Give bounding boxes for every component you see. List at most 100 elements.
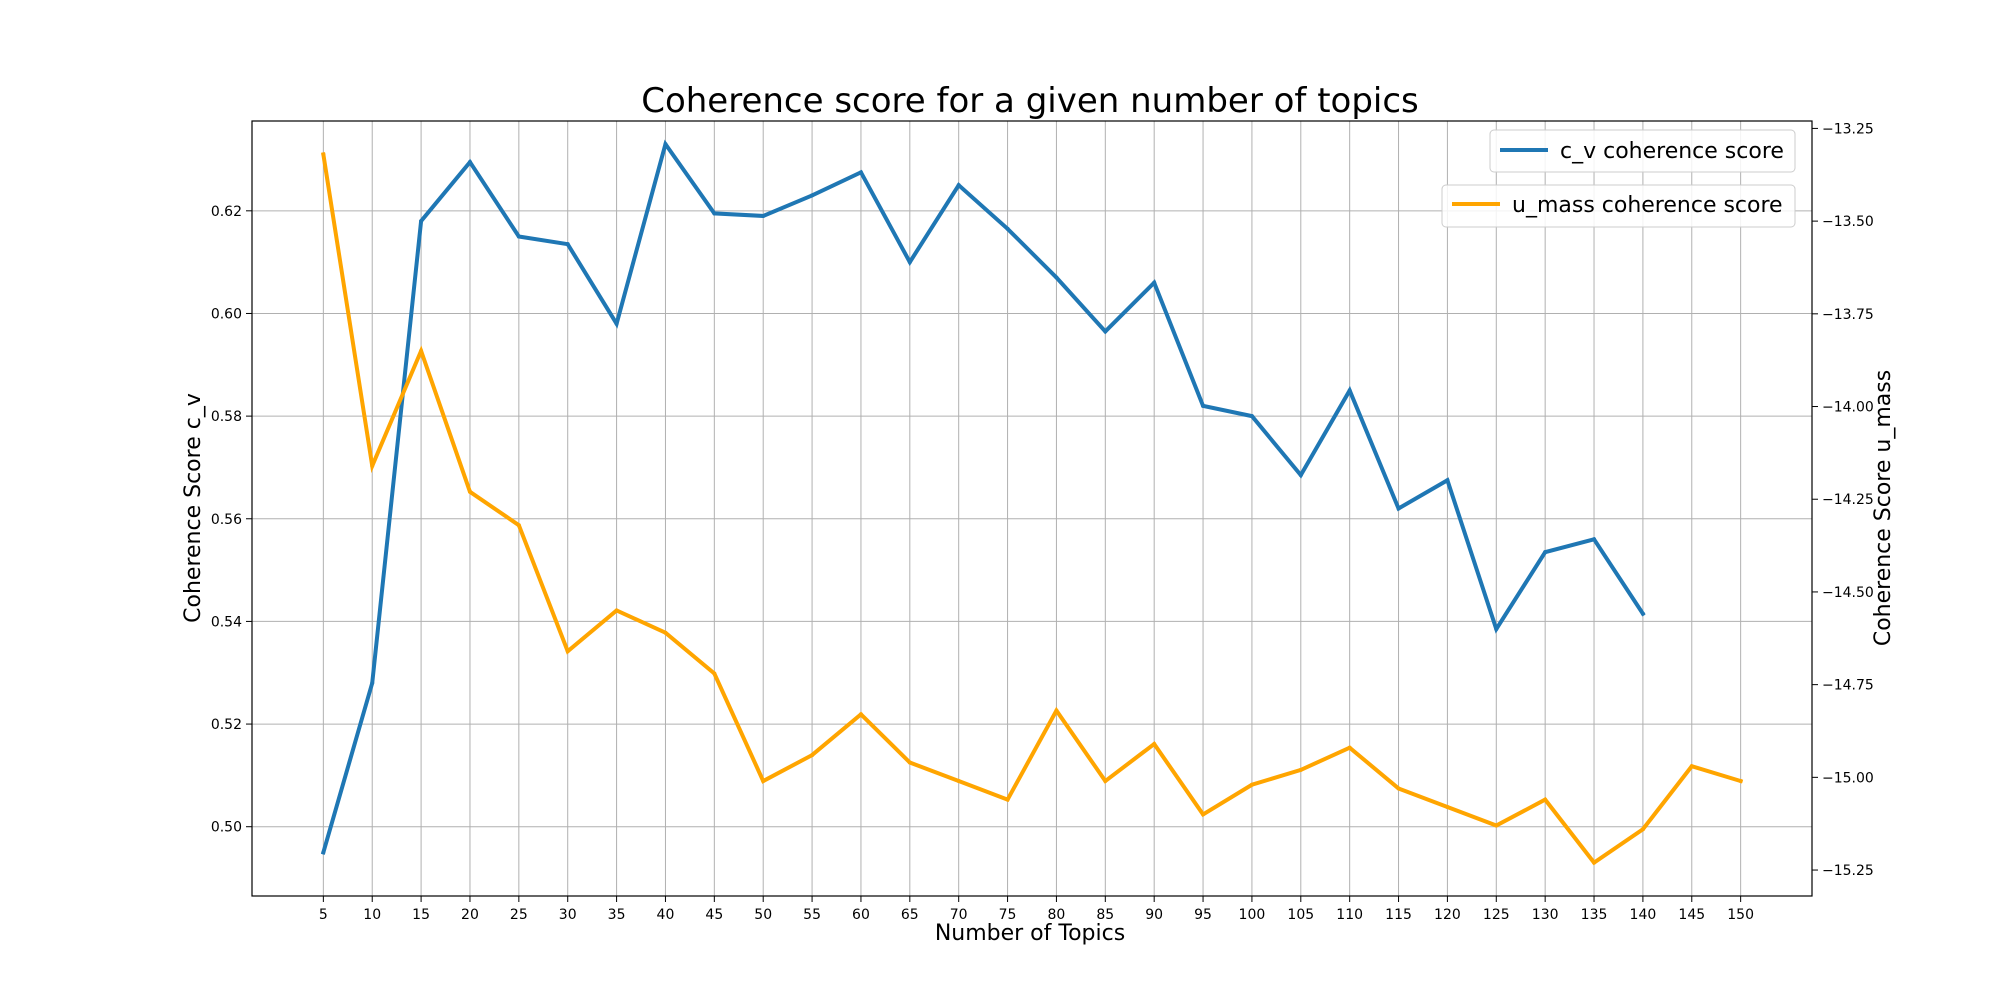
data-point-c_v bbox=[1103, 329, 1108, 334]
data-point-u_mass bbox=[516, 523, 521, 528]
right-y-tick-label: −14.50 bbox=[1822, 585, 1874, 601]
x-tick-label: 150 bbox=[1727, 907, 1754, 923]
data-point-c_v bbox=[1592, 537, 1597, 542]
right-y-axis-label: Coherence Score u_mass bbox=[1871, 370, 1896, 646]
x-tick-label: 145 bbox=[1678, 907, 1705, 923]
x-tick-label: 125 bbox=[1483, 907, 1510, 923]
data-point-u_mass bbox=[663, 630, 668, 635]
data-point-c_v bbox=[858, 170, 863, 175]
x-tick-label: 140 bbox=[1630, 907, 1657, 923]
x-tick-label: 55 bbox=[803, 907, 821, 923]
x-tick-label: 25 bbox=[510, 907, 528, 923]
x-tick-label: 120 bbox=[1434, 907, 1461, 923]
data-point-c_v bbox=[712, 211, 717, 216]
data-point-c_v bbox=[370, 681, 375, 685]
x-tick-label: 35 bbox=[608, 907, 626, 923]
data-point-u_mass bbox=[1054, 708, 1059, 713]
data-point-c_v bbox=[956, 183, 961, 188]
data-point-u_mass bbox=[1445, 805, 1450, 809]
data-point-u_mass bbox=[1396, 786, 1401, 791]
data-point-u_mass bbox=[1103, 779, 1108, 784]
data-point-c_v bbox=[321, 850, 326, 855]
data-point-c_v bbox=[907, 260, 912, 265]
data-point-u_mass bbox=[467, 489, 472, 494]
data-point-u_mass bbox=[1298, 767, 1303, 772]
data-point-u_mass bbox=[321, 152, 326, 157]
data-point-u_mass bbox=[712, 671, 717, 676]
x-tick-label: 80 bbox=[1048, 907, 1066, 923]
right-y-tick-label: −13.75 bbox=[1822, 307, 1874, 323]
grid bbox=[252, 121, 1812, 896]
data-point-c_v bbox=[1005, 226, 1010, 231]
data-point-c_v bbox=[419, 219, 424, 224]
x-tick-label: 130 bbox=[1532, 907, 1559, 923]
x-tick-label: 50 bbox=[754, 907, 772, 923]
series-line-c_v bbox=[320, 139, 1646, 855]
chart-title: Coherence score for a given number of to… bbox=[641, 81, 1419, 121]
data-point-c_v bbox=[1640, 611, 1645, 616]
legend-c_v: c_v coherence score bbox=[1489, 129, 1796, 173]
data-point-u_mass bbox=[1347, 745, 1352, 750]
legend-c_v-box bbox=[1489, 129, 1796, 173]
series-line-u_mass bbox=[321, 152, 1744, 866]
x-tick-label: 10 bbox=[363, 907, 381, 923]
x-tick-label: 110 bbox=[1336, 907, 1363, 923]
data-point-u_mass bbox=[370, 463, 375, 468]
x-tick-label: 40 bbox=[657, 907, 675, 923]
data-point-c_v bbox=[467, 160, 472, 165]
data-point-c_v bbox=[1445, 478, 1450, 483]
x-tick-label: 95 bbox=[1194, 907, 1212, 923]
left-y-tick-label: 0.58 bbox=[211, 409, 242, 425]
data-point-u_mass bbox=[1592, 860, 1597, 865]
data-point-u_mass bbox=[1005, 797, 1010, 802]
data-point-c_v bbox=[1201, 403, 1206, 408]
data-point-c_v bbox=[663, 142, 668, 147]
legend-u_mass-label: u_mass coherence score bbox=[1512, 193, 1783, 218]
data-point-c_v bbox=[1298, 473, 1303, 478]
data-point-u_mass bbox=[956, 779, 961, 784]
x-tick-label: 20 bbox=[461, 907, 479, 923]
data-point-u_mass bbox=[1494, 823, 1499, 828]
data-point-u_mass bbox=[1543, 797, 1548, 802]
data-point-u_mass bbox=[419, 348, 424, 353]
right-y-tick-label: −13.50 bbox=[1822, 214, 1874, 230]
data-point-c_v bbox=[810, 193, 815, 198]
x-tick-label: 45 bbox=[705, 907, 723, 923]
data-point-u_mass bbox=[614, 608, 619, 613]
right-y-tick-label: −13.25 bbox=[1822, 121, 1874, 137]
data-point-c_v bbox=[614, 321, 619, 326]
x-tick-label: 70 bbox=[950, 907, 968, 923]
x-tick-label: 105 bbox=[1287, 907, 1314, 923]
x-tick-label: 85 bbox=[1096, 907, 1114, 923]
left-y-tick-label: 0.56 bbox=[211, 512, 242, 528]
left-y-tick-label: 0.50 bbox=[211, 820, 242, 836]
data-point-u_mass bbox=[1201, 812, 1206, 817]
x-tick-label: 5 bbox=[319, 907, 328, 923]
data-point-u_mass bbox=[565, 649, 570, 654]
data-point-u_mass bbox=[907, 760, 912, 765]
data-point-u_mass bbox=[1640, 827, 1645, 832]
left-y-tick-label: 0.54 bbox=[211, 614, 242, 630]
left-y-axis: 0.50 0.52 0.54 0.56 0.58 0.60 0.62 bbox=[211, 204, 252, 836]
data-point-u_mass bbox=[761, 779, 766, 784]
right-y-tick-label: −14.00 bbox=[1822, 400, 1874, 416]
data-point-u_mass bbox=[1249, 782, 1254, 787]
left-y-axis-label: Coherence Score c_v bbox=[181, 393, 206, 623]
x-tick-label: 60 bbox=[852, 907, 870, 923]
legend-c_v-label: c_v coherence score bbox=[1560, 139, 1784, 164]
data-point-c_v bbox=[516, 234, 521, 239]
data-point-c_v bbox=[1054, 275, 1059, 280]
right-y-tick-label: −14.75 bbox=[1822, 678, 1874, 694]
right-y-tick-label: −14.25 bbox=[1822, 492, 1874, 508]
x-axis-label: Number of Topics bbox=[935, 921, 1125, 946]
x-axis: 5 10 15 20 25 30 35 40 45 50 55 60 65 70 75 80 85 90 95 100… bbox=[319, 896, 1754, 923]
left-y-tick-label: 0.52 bbox=[211, 717, 242, 733]
data-point-c_v bbox=[1152, 280, 1157, 285]
legend-u_mass-box bbox=[1441, 184, 1796, 228]
data-point-u_mass bbox=[858, 712, 863, 717]
x-tick-label: 15 bbox=[412, 907, 430, 923]
plot-frame bbox=[251, 120, 1813, 897]
x-tick-label: 65 bbox=[901, 907, 919, 923]
legend-u_mass: u_mass coherence score bbox=[1441, 184, 1796, 228]
